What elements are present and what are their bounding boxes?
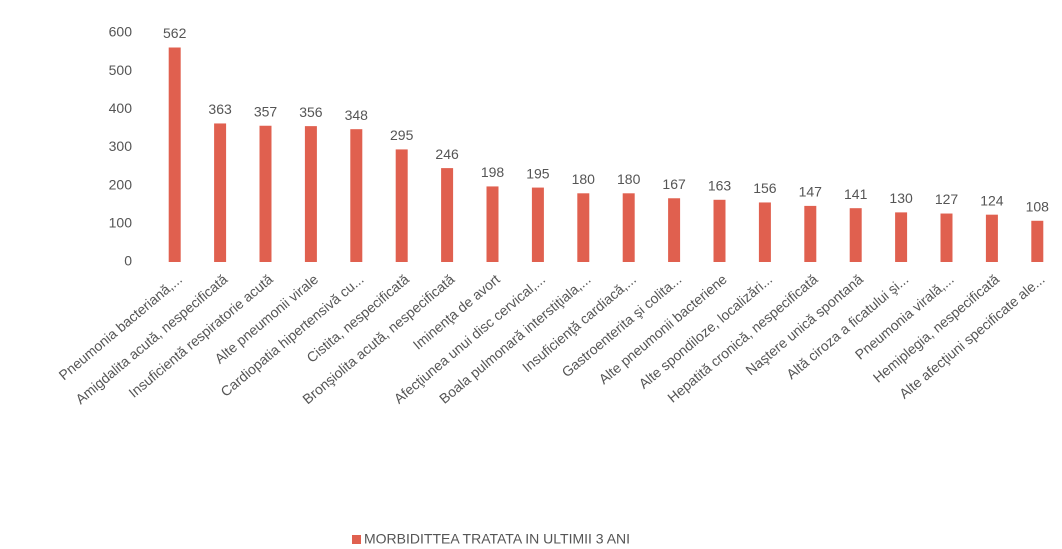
bar xyxy=(1031,220,1044,262)
bar xyxy=(713,199,726,262)
bar xyxy=(622,193,635,262)
bar xyxy=(668,198,681,262)
value-label: 198 xyxy=(481,164,505,180)
value-label: 180 xyxy=(572,171,596,187)
legend-swatch xyxy=(352,535,361,544)
value-label: 163 xyxy=(708,177,732,193)
legend-label: MORBIDITTEA TRATATA IN ULTIMII 3 ANI xyxy=(364,531,630,547)
y-tick-label: 300 xyxy=(109,138,133,154)
value-label: 180 xyxy=(617,171,641,187)
y-tick-label: 0 xyxy=(124,253,132,269)
value-label: 246 xyxy=(435,146,459,162)
bar xyxy=(940,213,953,262)
value-label: 295 xyxy=(390,127,414,143)
value-label: 167 xyxy=(662,176,686,192)
value-label: 127 xyxy=(935,191,959,207)
value-label: 147 xyxy=(799,184,823,200)
bar xyxy=(304,126,317,262)
bar xyxy=(577,193,590,262)
value-label: 357 xyxy=(254,103,278,119)
bar xyxy=(168,47,181,263)
value-label: 141 xyxy=(844,186,868,202)
value-label: 348 xyxy=(345,107,369,123)
value-label: 356 xyxy=(299,104,323,120)
y-tick-label: 600 xyxy=(109,24,133,40)
bar xyxy=(259,125,272,263)
bar xyxy=(486,186,499,262)
value-label: 562 xyxy=(163,25,187,41)
y-tick-label: 500 xyxy=(109,62,133,78)
value-label: 156 xyxy=(753,180,777,196)
value-label: 363 xyxy=(208,101,232,117)
bar xyxy=(895,212,908,262)
value-label: 195 xyxy=(526,165,550,181)
bar xyxy=(758,202,771,262)
bar xyxy=(531,187,544,262)
value-label: 130 xyxy=(889,190,913,206)
value-label: 108 xyxy=(1026,198,1050,214)
bar xyxy=(804,205,817,262)
bar xyxy=(350,129,363,262)
bar xyxy=(849,208,862,262)
bar xyxy=(395,149,408,262)
bar xyxy=(985,214,998,262)
y-tick-label: 200 xyxy=(109,176,133,192)
bar xyxy=(441,168,454,262)
bar xyxy=(214,123,227,262)
value-label: 124 xyxy=(980,192,1004,208)
y-tick-label: 400 xyxy=(109,100,133,116)
y-tick-label: 100 xyxy=(109,215,133,231)
